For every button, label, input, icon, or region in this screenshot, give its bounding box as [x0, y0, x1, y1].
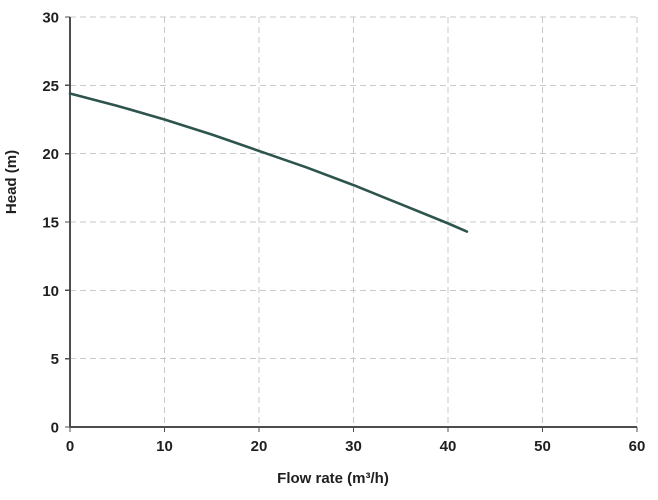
y-axis-title: Head (m) — [3, 150, 20, 214]
x-axis-title: Flow rate (m³/h) — [277, 470, 389, 487]
x-tick-label: 30 — [345, 438, 362, 455]
x-tick-label: 40 — [440, 438, 457, 455]
y-tick-label: 20 — [42, 146, 59, 163]
y-tick-label: 5 — [51, 351, 59, 368]
tick-marks — [65, 16, 638, 432]
y-tick-label: 0 — [51, 420, 59, 437]
gridlines — [70, 16, 638, 427]
x-tick-label: 50 — [534, 438, 551, 455]
x-tick-label: 20 — [251, 438, 268, 455]
tick-labels: 0 10 20 30 40 50 60 0 5 10 15 20 25 30 — [42, 10, 645, 456]
x-tick-label: 60 — [629, 438, 646, 455]
x-tick-label: 0 — [66, 438, 74, 455]
pump-head-curve — [68, 92, 469, 233]
y-tick-label: 15 — [42, 215, 59, 232]
y-tick-label: 10 — [42, 283, 59, 300]
series-lines — [68, 92, 469, 233]
y-tick-label: 30 — [42, 10, 59, 27]
y-tick-label: 25 — [42, 78, 59, 95]
x-tick-label: 10 — [156, 438, 173, 455]
